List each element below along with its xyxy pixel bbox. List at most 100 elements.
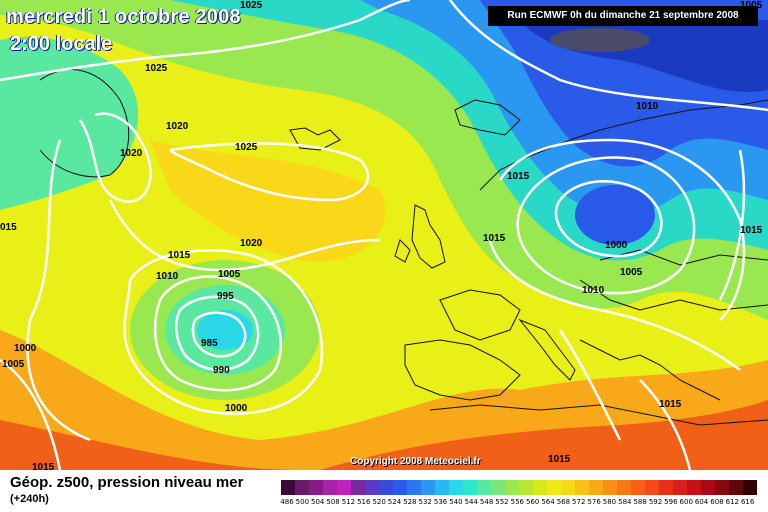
forecast-date: mercredi 1 octobre 2008 <box>6 6 241 28</box>
scale-tick-label: 604 <box>694 498 709 506</box>
pressure-label: 1020 <box>166 121 189 132</box>
scale-tick-label: 486 <box>280 498 294 506</box>
scale-tick-label: 596 <box>664 498 678 506</box>
pressure-label: 985 <box>201 338 218 349</box>
scale-tick-label: 544 <box>464 498 478 506</box>
scale-tick-label: 568 <box>556 498 571 506</box>
pressure-label: 990 <box>213 365 230 376</box>
pressure-label: 1005 <box>2 359 25 370</box>
scale-tick-label: 512 <box>341 498 356 506</box>
pressure-label: 1005 <box>740 0 763 11</box>
scale-tick-label: 556 <box>510 498 524 506</box>
scale-swatch <box>295 480 309 495</box>
scale-swatch <box>309 480 323 495</box>
pressure-label: 1010 <box>156 271 179 282</box>
scale-tick-label: 576 <box>587 498 601 506</box>
scale-swatch <box>561 480 575 495</box>
scale-tick-label: 516 <box>357 498 371 506</box>
scale-swatch <box>547 480 561 495</box>
forecast-time: 2:00 locale <box>10 33 113 55</box>
scale-swatch <box>603 480 617 495</box>
copyright-notice: Copyright 2008 Meteociel.fr <box>350 456 481 467</box>
scale-swatch <box>379 480 393 495</box>
field-red <box>0 400 768 470</box>
scale-swatch <box>449 480 463 495</box>
pressure-label: 1025 <box>235 142 258 153</box>
scale-swatch <box>323 480 337 495</box>
color-scale: 486 500 504 508 512 516 520 524 528 532 536 540 544 5… <box>280 480 761 508</box>
scale-swatch <box>645 480 659 495</box>
pressure-labels: 1025 1025 1020 1020 1025 1020 1015 1010 … <box>0 0 763 470</box>
scale-tick-label: 588 <box>633 498 647 506</box>
scale-swatch <box>477 480 491 495</box>
pressure-label: 1015 <box>507 171 530 182</box>
pressure-label: 1010 <box>582 285 605 296</box>
pressure-label: 1025 <box>240 0 263 11</box>
scale-tick-label: 504 <box>311 498 325 506</box>
scale-tick-label: 540 <box>449 498 463 506</box>
pressure-label: 1015 <box>548 454 571 465</box>
scale-tick-label: 520 <box>372 498 386 506</box>
scale-tick-label: 564 <box>541 498 555 506</box>
scale-swatch <box>687 480 701 495</box>
scale-swatch <box>505 480 519 495</box>
pressure-label: 1000 <box>605 240 628 251</box>
scale-tick-label: 528 <box>403 498 417 506</box>
field-low-europe <box>575 185 655 245</box>
scale-tick-label: 584 <box>618 498 632 506</box>
scale-swatch <box>631 480 645 495</box>
scale-swatch <box>393 480 407 495</box>
scale-tick-label: 532 <box>418 498 432 506</box>
scale-tick-label: 612 <box>725 498 739 506</box>
scale-swatch <box>701 480 715 495</box>
scale-swatch <box>743 480 757 495</box>
scale-tick-label: 524 <box>387 498 402 506</box>
pressure-label: 1015 <box>483 233 506 244</box>
legend-title: Géop. z500, pression niveau mer <box>10 474 244 491</box>
pressure-label: 015 <box>0 222 17 233</box>
pressure-label: 1000 <box>14 343 37 354</box>
scale-swatch <box>673 480 687 495</box>
scale-swatch <box>589 480 603 495</box>
scale-swatch <box>365 480 379 495</box>
scale-swatch <box>351 480 365 495</box>
scale-swatch <box>575 480 589 495</box>
scale-tick-label: 580 <box>602 498 617 506</box>
weather-map: 1025 1025 1020 1020 1025 1020 1015 1010 … <box>0 0 768 470</box>
scale-swatch <box>533 480 547 495</box>
scale-swatch <box>407 480 421 495</box>
run-info: Run ECMWF 0h du dimanche 21 septembre 20… <box>488 6 758 26</box>
pressure-label: 1020 <box>240 238 263 249</box>
pressure-label: 1000 <box>225 403 248 414</box>
pressure-label: 1005 <box>218 269 241 280</box>
field-core-purple <box>550 28 650 52</box>
scale-swatch <box>617 480 631 495</box>
scale-swatch <box>715 480 729 495</box>
scale-tick-label: 592 <box>648 498 663 506</box>
scale-swatch <box>519 480 533 495</box>
scale-swatch <box>491 480 505 495</box>
pressure-label: 1015 <box>32 462 55 470</box>
scale-tick-label: 616 <box>740 498 755 506</box>
scale-swatch <box>659 480 673 495</box>
pressure-label: 1010 <box>636 101 659 112</box>
scale-swatch <box>281 480 295 495</box>
scale-tick-label: 560 <box>525 498 540 506</box>
scale-tick-label: 572 <box>572 498 586 506</box>
scale-tick-label: 552 <box>495 498 509 506</box>
pressure-label: 1005 <box>620 267 643 278</box>
scale-swatch <box>463 480 477 495</box>
scale-tick-label: 548 <box>479 498 494 506</box>
scale-swatch <box>729 480 743 495</box>
map-canvas: 1025 1025 1020 1020 1025 1020 1015 1010 … <box>0 0 768 470</box>
field-greenland <box>0 36 139 210</box>
scale-tick-label: 500 <box>295 498 310 506</box>
scale-tick-label: 508 <box>326 498 340 506</box>
scale-swatch <box>421 480 435 495</box>
isobars <box>0 0 768 470</box>
pressure-label: 1020 <box>120 148 143 159</box>
scale-swatch <box>337 480 351 495</box>
pressure-label: 1015 <box>740 225 763 236</box>
pressure-label: 1015 <box>168 250 191 261</box>
legend-subtitle: (+240h) <box>10 493 49 505</box>
